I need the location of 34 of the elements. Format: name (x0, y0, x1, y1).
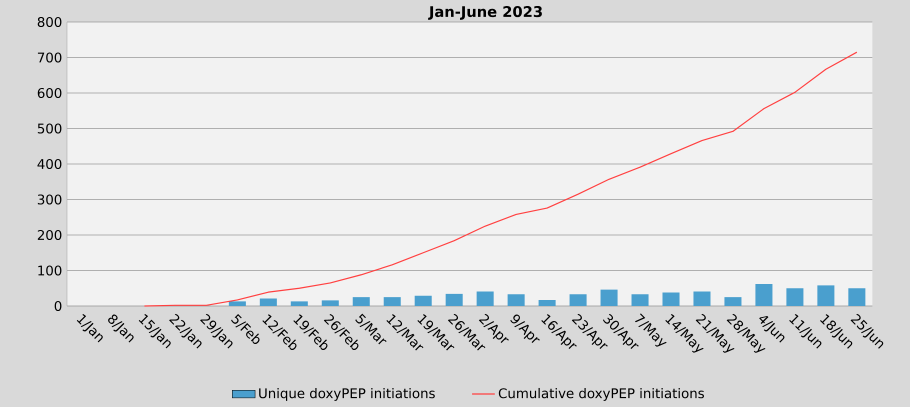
bar (755, 284, 772, 306)
bar (260, 298, 277, 306)
bar (414, 296, 432, 306)
bar (848, 288, 866, 306)
y-tick-label: 800 (38, 16, 62, 28)
y-tick-label: 100 (38, 265, 62, 276)
y-tick-label: 600 (38, 88, 62, 98)
chart-title: Jan-June 2023 (428, 6, 542, 20)
y-tick-label: 500 (38, 123, 62, 134)
bar (570, 294, 587, 306)
y-tick-label: 300 (38, 194, 62, 205)
y-tick-label: 200 (38, 230, 62, 240)
bar (817, 285, 834, 306)
bar (228, 301, 246, 306)
bar (352, 297, 370, 306)
bar (538, 300, 556, 306)
bar (724, 297, 742, 306)
bar (786, 288, 804, 306)
y-tick-label: 700 (38, 52, 62, 63)
bar (446, 294, 463, 306)
legend-label: Unique doxyPEP initiations (259, 388, 435, 401)
bar (476, 291, 494, 306)
legend-label: Cumulative doxyPEP initiations (498, 388, 704, 401)
line-series (144, 52, 858, 307)
bar (290, 301, 308, 306)
bar (600, 290, 618, 306)
y-tick-label: 400 (37, 158, 62, 170)
y-tick-label: 0 (54, 300, 62, 312)
bar (662, 292, 680, 306)
bar (632, 294, 649, 306)
bar (384, 297, 401, 306)
bar (322, 300, 339, 306)
bar (508, 294, 525, 306)
bar (693, 291, 711, 306)
